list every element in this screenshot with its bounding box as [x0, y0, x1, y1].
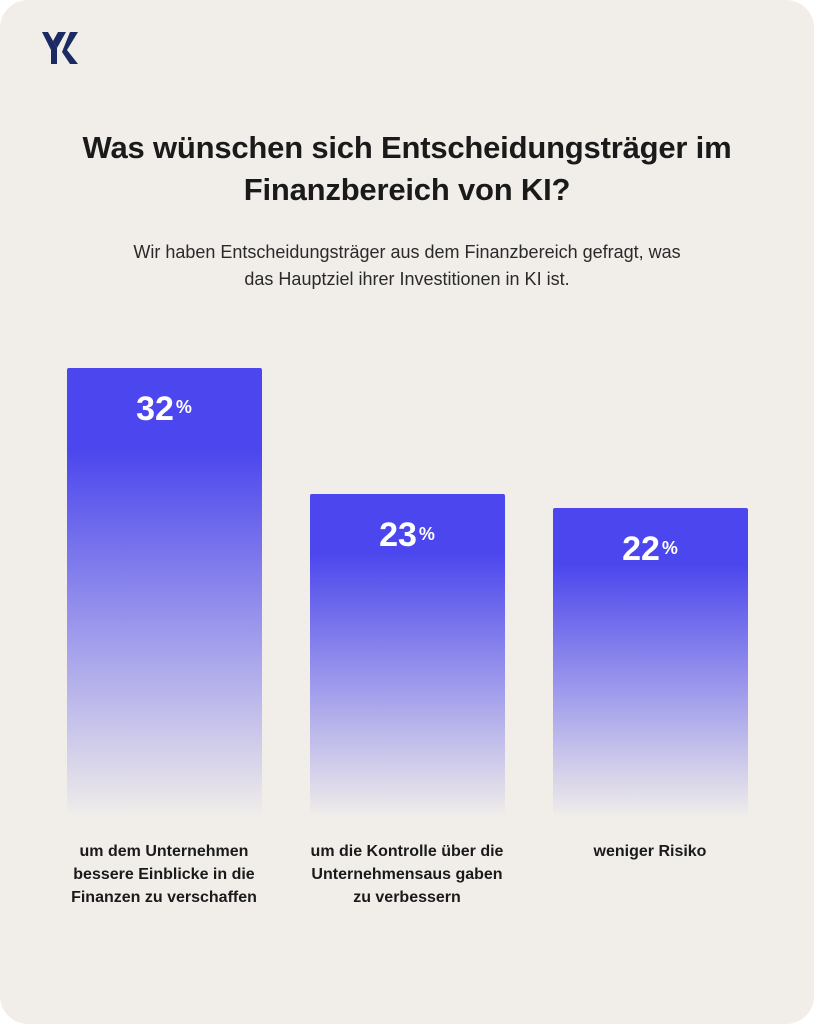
bar-value: 23: [379, 516, 417, 554]
chart-title: Was wünschen sich Entscheidungsträger im…: [67, 127, 747, 211]
bar-wrapper: 23%: [310, 494, 505, 817]
bar-value: 22: [622, 530, 660, 568]
bar-caption: weniger Risiko: [553, 840, 748, 910]
bar-captions-row: um dem Unternehmen bessere Einblicke in …: [40, 840, 774, 910]
logo-mark: [42, 32, 78, 64]
bar: 23%: [310, 494, 505, 817]
chart-subtitle: Wir haben Entscheidungsträger aus dem Fi…: [127, 239, 687, 293]
bar: 22%: [553, 508, 748, 817]
bar-wrapper: 22%: [553, 508, 748, 817]
bar: 32%: [67, 368, 262, 818]
bar-wrapper: 32%: [67, 368, 262, 818]
bar-value-label: 22%: [553, 530, 748, 569]
infographic-card: Was wünschen sich Entscheidungsträger im…: [0, 0, 814, 1024]
brand-logo: [38, 30, 82, 66]
bar-chart: 32%23%22%: [40, 368, 774, 818]
bar-percent-symbol: %: [176, 397, 192, 417]
bar-value-label: 23%: [310, 516, 505, 555]
bar-caption: um die Kontrolle über die Unternehmensau…: [310, 840, 505, 910]
bar-caption: um dem Unternehmen bessere Einblicke in …: [67, 840, 262, 910]
bar-percent-symbol: %: [419, 524, 435, 544]
bar-value: 32: [136, 390, 174, 428]
content-area: Was wünschen sich Entscheidungsträger im…: [40, 32, 774, 909]
bar-value-label: 32%: [67, 390, 262, 429]
bar-percent-symbol: %: [662, 538, 678, 558]
